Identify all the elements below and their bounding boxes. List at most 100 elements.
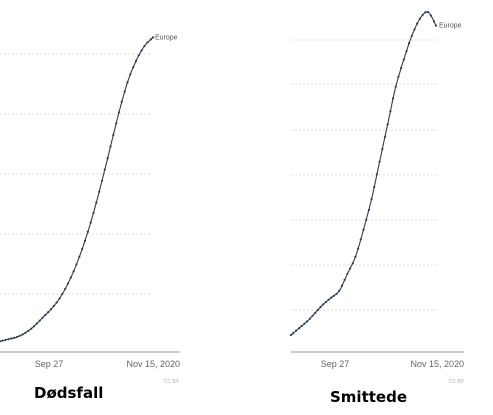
data-point xyxy=(319,306,322,309)
data-point xyxy=(49,308,53,311)
data-point xyxy=(410,34,413,37)
data-point xyxy=(30,327,33,330)
data-point xyxy=(117,111,121,114)
chart-dodsfall: Europe Sep 27 Nov 15, 2020 CC BY xyxy=(0,34,180,385)
data-point xyxy=(1,339,4,342)
data-point xyxy=(424,11,427,14)
data-point xyxy=(15,335,19,339)
data-point xyxy=(367,208,370,211)
data-point xyxy=(134,59,138,63)
data-point xyxy=(316,308,319,312)
data-point xyxy=(123,90,126,93)
data-point xyxy=(98,190,101,193)
chart-smittede: Europe Sep 27 Nov 15, 2020 CC BY xyxy=(289,10,465,385)
data-point xyxy=(357,247,360,250)
x-tick-label-nov-15-2020: Nov 15, 2020 xyxy=(126,359,180,369)
series-europe xyxy=(289,10,438,337)
data-point xyxy=(289,333,293,337)
data-point xyxy=(308,317,311,320)
data-point xyxy=(52,304,55,308)
series-line-europe xyxy=(290,11,437,336)
data-point xyxy=(58,297,61,300)
data-point xyxy=(324,300,327,304)
data-point xyxy=(394,85,397,88)
series-europe xyxy=(0,36,155,343)
data-point xyxy=(149,38,152,41)
grid-lines xyxy=(291,39,437,311)
data-point xyxy=(332,294,336,297)
data-point xyxy=(375,173,378,176)
data-point xyxy=(418,17,421,20)
data-point xyxy=(55,301,58,304)
data-point xyxy=(426,10,429,14)
x-tick-label-nov-15-2020: Nov 15, 2020 xyxy=(410,359,464,369)
data-point xyxy=(21,333,24,336)
data-point xyxy=(32,325,36,328)
data-point xyxy=(383,135,387,138)
data-point xyxy=(400,66,403,70)
data-point xyxy=(89,221,92,224)
data-point xyxy=(10,337,13,340)
data-point xyxy=(115,122,118,125)
data-point xyxy=(24,331,27,334)
data-point xyxy=(103,168,106,171)
data-point xyxy=(429,14,432,17)
data-point xyxy=(83,239,87,242)
cc-by-label: CC BY xyxy=(164,379,180,385)
data-point xyxy=(292,332,295,335)
data-point xyxy=(151,36,155,39)
cc-by-label: CC BY xyxy=(449,379,465,385)
data-point xyxy=(95,201,98,204)
data-point xyxy=(140,49,143,52)
data-point xyxy=(47,311,50,314)
data-point xyxy=(81,247,84,251)
data-point xyxy=(4,338,7,342)
chart-caption-dodsfall: Dødsfall xyxy=(34,384,104,402)
data-point xyxy=(129,73,132,76)
data-point xyxy=(66,282,70,285)
data-point xyxy=(41,316,44,319)
data-point xyxy=(327,298,330,301)
data-point xyxy=(343,278,346,281)
data-point xyxy=(112,133,115,137)
data-point xyxy=(311,314,314,317)
data-point xyxy=(18,334,21,337)
x-tick-label-sep-27: Sep 27 xyxy=(35,359,64,369)
data-point xyxy=(306,320,309,323)
data-point xyxy=(365,218,368,221)
chart-caption-smittede: Smittede xyxy=(330,388,407,406)
data-point xyxy=(35,322,38,325)
data-point xyxy=(137,54,140,57)
data-point xyxy=(300,324,303,328)
data-point xyxy=(373,185,376,189)
data-point xyxy=(354,255,357,258)
data-point xyxy=(64,287,67,291)
data-point xyxy=(330,296,333,299)
data-point xyxy=(402,58,405,61)
data-point xyxy=(143,44,146,48)
data-point xyxy=(303,322,306,325)
data-point xyxy=(44,313,47,317)
data-point xyxy=(106,157,109,160)
data-point xyxy=(78,255,81,258)
data-point xyxy=(322,303,325,306)
data-point xyxy=(61,292,64,296)
data-point xyxy=(340,284,344,287)
data-point xyxy=(126,81,129,84)
grid-lines xyxy=(0,53,152,295)
series-label-europe: Europe xyxy=(439,23,462,30)
data-point xyxy=(381,148,384,151)
data-point xyxy=(432,20,435,23)
data-point xyxy=(7,338,10,341)
data-point xyxy=(362,228,365,231)
data-point xyxy=(109,145,112,148)
x-tick-label-sep-27: Sep 27 xyxy=(321,359,350,369)
data-point xyxy=(38,319,41,322)
data-point xyxy=(351,262,354,265)
data-point xyxy=(27,329,30,332)
data-point xyxy=(298,327,301,330)
data-point xyxy=(397,75,400,78)
data-point xyxy=(405,50,408,53)
data-point xyxy=(434,24,438,27)
